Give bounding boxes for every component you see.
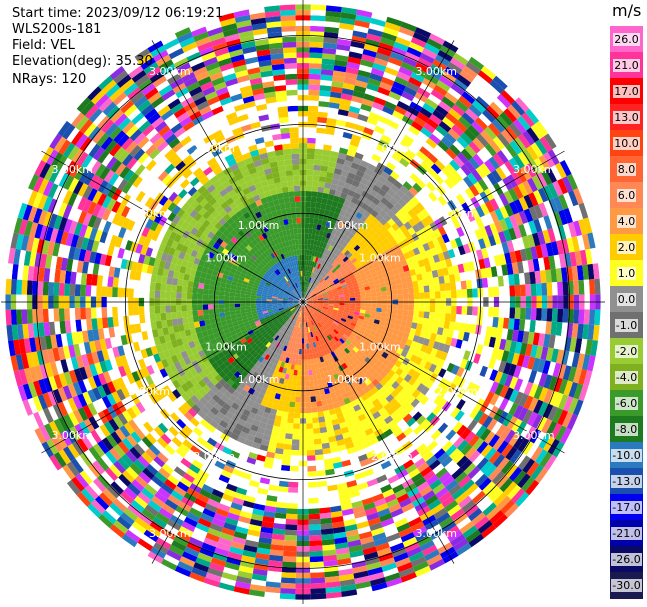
range-ring-label: 2.00km	[128, 385, 170, 398]
azimuth-spoke	[151, 301, 304, 564]
colorbar-tick-label: -6.0	[614, 397, 639, 410]
colorbar-tick-label: -4.0	[614, 371, 639, 384]
colorbar-tick-label: 6.0	[616, 189, 637, 202]
range-ring-label: 3.00km	[415, 65, 457, 78]
range-ring-label: 1.00km	[359, 252, 401, 265]
range-ring-label: 3.00km	[513, 429, 555, 442]
range-ring-label: 2.00km	[193, 450, 235, 463]
range-ring-label: 3.00km	[149, 65, 191, 78]
instrument-label: WLS200s-181	[12, 22, 102, 37]
azimuth-spoke	[302, 301, 565, 454]
colorbar-tick-label: 10.0	[613, 137, 640, 150]
colorbar-tick-label: -2.0	[614, 345, 639, 358]
colorbar-tick-label: 17.0	[613, 85, 640, 98]
azimuth-spokes	[1, 0, 605, 604]
colorbar-tick-label: -30.0	[611, 579, 642, 592]
range-ring-label: 2.00km	[193, 142, 235, 155]
range-ring-label: 3.00km	[51, 429, 93, 442]
colorbar-unit-label: m/s	[612, 1, 642, 20]
range-ring-label: 2.00km	[436, 207, 478, 220]
colorbar-tick-label: 21.0	[613, 59, 640, 72]
colorbar-tick-label: 1.0	[616, 267, 637, 280]
range-ring-label: 3.00km	[51, 163, 93, 176]
range-ring-label: 2.00km	[128, 207, 170, 220]
colorbar-tick-label: 4.0	[616, 215, 637, 228]
range-ring-label: 1.00km	[359, 340, 401, 353]
colorbar-tick-label: -1.0	[614, 319, 639, 332]
colorbar-tick-label: -21.0	[611, 527, 642, 540]
azimuth-spoke	[151, 40, 304, 303]
range-ring-label: 1.00km	[238, 219, 280, 232]
range-ring-label: 1.00km	[205, 340, 247, 353]
range-ring-labels: 1.00km 1.00km 1.00km 1.00km 1.00km 1.00km 1.00…	[51, 65, 554, 540]
azimuth-spoke	[302, 150, 565, 303]
colorbar-tick-label: 26.0	[613, 33, 640, 46]
colorbar-tick-label: 13.0	[613, 111, 640, 124]
colorbar: 26.0 21.0 17.0 13.0 10.0 8.0 6.0 4.0 2.0 1.0 0.0 -1…	[610, 26, 643, 599]
colorbar-tick-label: -17.0	[611, 501, 642, 514]
range-ring-label: 2.00km	[371, 450, 413, 463]
range-ring-label: 3.00km	[415, 527, 457, 540]
colorbar-tick-label: -8.0	[614, 423, 639, 436]
range-ring-label: 3.00km	[513, 163, 555, 176]
colorbar-tick-label: 8.0	[616, 163, 637, 176]
range-ring-label: 1.00km	[327, 219, 369, 232]
colorbar-tick-label: 2.0	[616, 241, 637, 254]
colorbar-tick-label: 0.0	[616, 293, 637, 306]
azimuth-spoke	[41, 301, 304, 454]
colorbar-tick-label: -26.0	[611, 553, 642, 566]
range-ring-label: 1.00km	[327, 373, 369, 386]
colorbar-tick-label: -10.0	[611, 449, 642, 462]
range-ring-label: 3.00km	[149, 527, 191, 540]
nrays-label: NRays: 120	[12, 72, 87, 87]
colorbar-tick-label: -13.0	[611, 475, 642, 488]
range-ring-label: 2.00km	[436, 385, 478, 398]
elevation-label: Elevation(deg): 35.30	[12, 54, 153, 69]
range-ring-label: 1.00km	[205, 252, 247, 265]
field-label: Field: VEL	[12, 38, 75, 53]
azimuth-spoke	[41, 150, 304, 303]
azimuth-spoke	[302, 40, 455, 303]
azimuth-spoke	[302, 301, 455, 564]
range-ring-label: 1.00km	[238, 373, 280, 386]
start-time-label: Start time: 2023/09/12 06:19:21	[12, 6, 224, 21]
range-ring-label: 2.00km	[371, 142, 413, 155]
